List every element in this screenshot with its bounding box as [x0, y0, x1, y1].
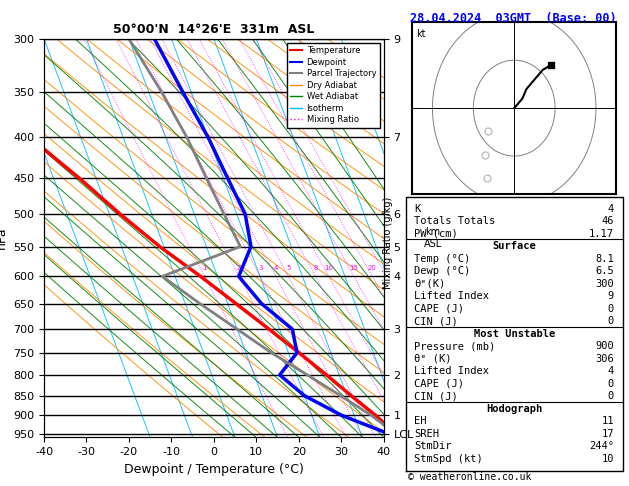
Text: 0: 0	[608, 316, 614, 326]
Text: 1: 1	[203, 264, 207, 271]
Text: Temp (°C): Temp (°C)	[415, 254, 470, 264]
Text: 4: 4	[608, 204, 614, 214]
Text: 11: 11	[601, 416, 614, 426]
Text: 17: 17	[601, 429, 614, 438]
Text: Most Unstable: Most Unstable	[474, 329, 555, 339]
Text: Lifted Index: Lifted Index	[415, 291, 489, 301]
Text: 8: 8	[313, 264, 318, 271]
Text: 28.04.2024  03GMT  (Base: 00): 28.04.2024 03GMT (Base: 00)	[410, 12, 616, 25]
X-axis label: Dewpoint / Temperature (°C): Dewpoint / Temperature (°C)	[124, 463, 304, 476]
Legend: Temperature, Dewpoint, Parcel Trajectory, Dry Adiabat, Wet Adiabat, Isotherm, Mi: Temperature, Dewpoint, Parcel Trajectory…	[287, 43, 379, 128]
Text: kt: kt	[416, 29, 426, 39]
Text: StmSpd (kt): StmSpd (kt)	[415, 453, 483, 464]
Text: Mixing Ratio (g/kg): Mixing Ratio (g/kg)	[383, 197, 393, 289]
Text: EH: EH	[415, 416, 427, 426]
Text: 4: 4	[274, 264, 278, 271]
Text: Lifted Index: Lifted Index	[415, 366, 489, 376]
Text: CAPE (J): CAPE (J)	[415, 304, 464, 313]
Text: PW (cm): PW (cm)	[415, 229, 458, 239]
Text: 46: 46	[601, 216, 614, 226]
Text: 5: 5	[286, 264, 291, 271]
Text: θᵉ(K): θᵉ(K)	[415, 278, 445, 289]
Text: Dewp (°C): Dewp (°C)	[415, 266, 470, 276]
Text: SREH: SREH	[415, 429, 440, 438]
Text: 20: 20	[368, 264, 377, 271]
Text: StmDir: StmDir	[415, 441, 452, 451]
Text: Pressure (mb): Pressure (mb)	[415, 341, 496, 351]
Y-axis label: hPa: hPa	[0, 227, 8, 249]
Text: 1.17: 1.17	[589, 229, 614, 239]
Text: CIN (J): CIN (J)	[415, 391, 458, 401]
Text: 6.5: 6.5	[595, 266, 614, 276]
Text: 306: 306	[595, 354, 614, 364]
Text: 0: 0	[608, 304, 614, 313]
Text: 10: 10	[601, 453, 614, 464]
Text: CIN (J): CIN (J)	[415, 316, 458, 326]
Text: 15: 15	[350, 264, 359, 271]
Text: K: K	[415, 204, 421, 214]
Text: 3: 3	[258, 264, 262, 271]
Text: θᵉ (K): θᵉ (K)	[415, 354, 452, 364]
Text: 9: 9	[608, 291, 614, 301]
Text: © weatheronline.co.uk: © weatheronline.co.uk	[408, 472, 531, 482]
Y-axis label: km
ASL: km ASL	[424, 227, 442, 249]
Text: 244°: 244°	[589, 441, 614, 451]
Text: 300: 300	[595, 278, 614, 289]
Text: Totals Totals: Totals Totals	[415, 216, 496, 226]
Text: 2: 2	[237, 264, 241, 271]
Text: 10: 10	[325, 264, 333, 271]
Text: 4: 4	[608, 366, 614, 376]
Text: Hodograph: Hodograph	[486, 403, 542, 414]
Text: 0: 0	[608, 391, 614, 401]
Text: Surface: Surface	[493, 241, 536, 251]
Text: CAPE (J): CAPE (J)	[415, 379, 464, 389]
Text: 900: 900	[595, 341, 614, 351]
Text: 8.1: 8.1	[595, 254, 614, 264]
Title: 50°00'N  14°26'E  331m  ASL: 50°00'N 14°26'E 331m ASL	[113, 23, 314, 36]
Text: 0: 0	[608, 379, 614, 389]
